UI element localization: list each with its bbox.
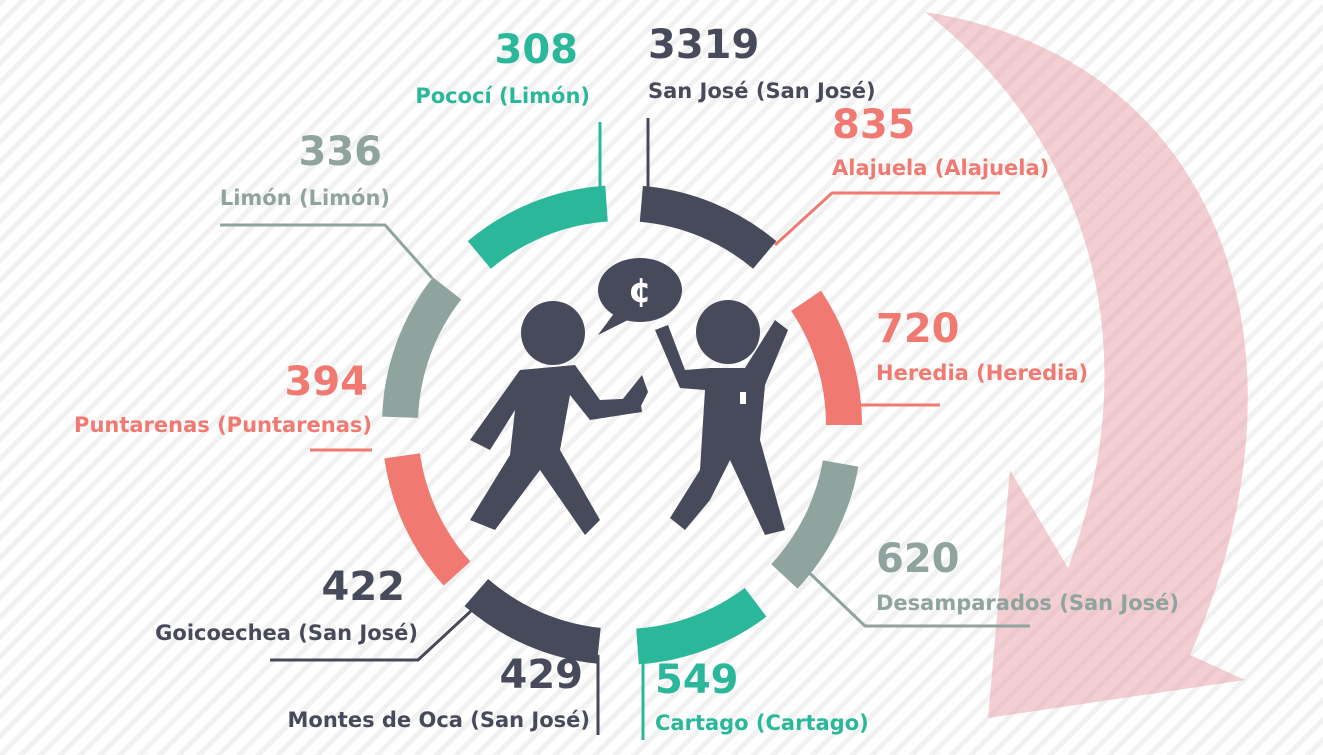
item-label: San José (San José) [648,79,876,103]
item-label: Goicoechea (San José) [155,621,418,645]
item-label: Desamparados (San José) [876,591,1179,615]
item-value: 308 [495,27,579,73]
item-label: Cartago (Cartago) [655,711,869,735]
infographic: ¢ 308 Pococí (Limón) 3319 San José (San Jos… [0,0,1323,755]
page: {"items": [ {"value": 308, "label": "Poc… [0,0,1323,755]
item-value: 336 [299,129,383,175]
item-label: Pococí (Limón) [415,84,590,108]
item-value: 429 [500,652,584,698]
item-value: 422 [322,564,406,610]
item-value: 835 [832,102,916,148]
item-label: Heredia (Heredia) [876,361,1088,385]
item-value: 620 [876,536,960,582]
item-value: 720 [876,306,960,352]
item-label: Alajuela (Alajuela) [832,156,1049,180]
item-value: 3319 [648,22,759,68]
svg-text:¢: ¢ [628,271,652,311]
item-label: Puntarenas (Puntarenas) [74,413,372,437]
item-label: Montes de Oca (San José) [288,708,590,732]
item-label: Limón (Limón) [220,186,390,210]
item-value: 394 [285,359,369,405]
item-value: 549 [655,657,739,703]
